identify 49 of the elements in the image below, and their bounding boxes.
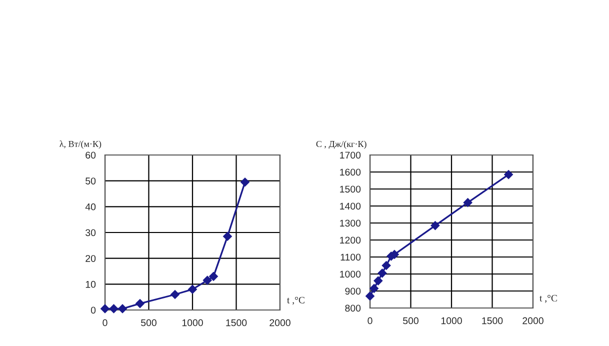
point — [504, 170, 513, 179]
point — [170, 290, 180, 299]
x-tick-label: 0 — [102, 319, 108, 326]
y-tick-label: 1600 — [340, 168, 361, 176]
x-tick-label: 2000 — [522, 317, 544, 324]
x-axis-title: t ,°C — [540, 294, 557, 303]
x-tick-label: 1500 — [226, 319, 247, 326]
x-tick-label: 1000 — [182, 319, 203, 326]
y-axis-title: C , Дж/(кг·К) — [316, 140, 366, 149]
y-tick-label: 1300 — [340, 220, 361, 227]
y-tick-label: 20 — [86, 255, 96, 262]
point — [240, 178, 250, 187]
y-tick-label: 1100 — [340, 254, 361, 261]
point — [370, 284, 379, 293]
y-tick-label: 1400 — [340, 202, 361, 210]
point — [378, 268, 387, 278]
point — [430, 221, 440, 230]
y-tick-label: 1500 — [340, 186, 361, 193]
x-tick-label: 0 — [368, 317, 372, 324]
point — [223, 232, 232, 241]
y-tick-label: 800 — [345, 304, 361, 312]
x-tick-label: 500 — [141, 319, 156, 326]
x-axis-title: t ,°C — [287, 296, 304, 305]
y-tick-label: 1200 — [340, 236, 361, 244]
y-tick-label: 1700 — [340, 152, 361, 159]
point — [109, 304, 118, 314]
y-tick-label: 60 — [86, 152, 96, 159]
y-axis-title: λ, Вт/(м·К) — [60, 140, 102, 149]
point — [202, 276, 212, 285]
x-tick-label: 1000 — [441, 317, 462, 324]
point — [136, 299, 144, 308]
y-tick-label: 30 — [86, 229, 96, 236]
point — [100, 304, 110, 314]
point — [209, 272, 218, 281]
point — [374, 276, 383, 286]
point — [366, 292, 374, 301]
y-tick-label: 900 — [345, 288, 361, 295]
x-tick-label: 500 — [403, 317, 418, 324]
x-tick-label: 1500 — [482, 317, 503, 324]
y-tick-label: 50 — [86, 178, 96, 184]
y-tick-label: 10 — [86, 280, 96, 288]
y-tick-label: 0 — [90, 306, 96, 314]
x-tick-label: 2000 — [270, 319, 290, 326]
point — [188, 284, 197, 294]
y-tick-label: 40 — [85, 203, 96, 210]
point — [463, 198, 472, 208]
point — [118, 304, 127, 314]
y-tick-label: 1000 — [340, 270, 361, 278]
point — [382, 261, 391, 270]
